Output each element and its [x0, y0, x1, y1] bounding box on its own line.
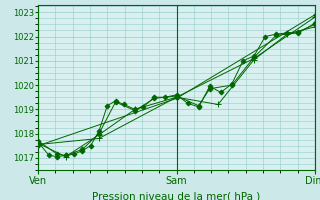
X-axis label: Pression niveau de la mer( hPa ): Pression niveau de la mer( hPa ): [92, 191, 260, 200]
